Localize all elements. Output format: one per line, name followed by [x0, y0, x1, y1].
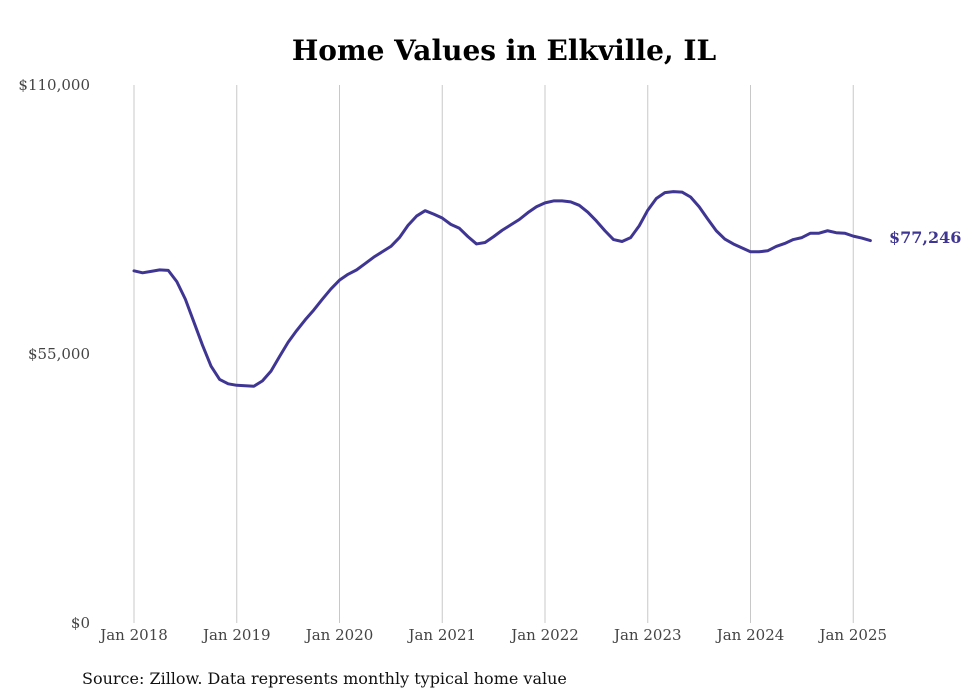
x-tick-label: Jan 2018 [98, 626, 168, 644]
y-axis-ticks: $0 $55,000 $110,000 [18, 76, 90, 632]
y-tick-label: $0 [71, 614, 90, 632]
x-tick-label: Jan 2019 [201, 626, 271, 644]
x-tick-label: Jan 2022 [509, 626, 579, 644]
x-tick-label: Jan 2024 [715, 626, 785, 644]
y-tick-label: $55,000 [28, 345, 90, 363]
x-axis-ticks: Jan 2018 Jan 2019 Jan 2020 Jan 2021 Jan 2022… [98, 626, 887, 644]
source-note: Source: Zillow. Data represents monthly … [82, 669, 567, 688]
series-line-0 [132, 190, 872, 388]
gridlines [133, 85, 854, 623]
x-tick-label: Jan 2020 [304, 626, 374, 644]
x-tick-label: Jan 2023 [612, 626, 682, 644]
x-tick-label: Jan 2025 [817, 626, 887, 644]
y-tick-label: $110,000 [18, 76, 90, 94]
x-tick-label: Jan 2021 [406, 626, 476, 644]
end-value-label: $77,246 [889, 228, 961, 247]
chart-title: Home Values in Elkville, IL [292, 34, 717, 67]
series-layer [132, 190, 872, 388]
